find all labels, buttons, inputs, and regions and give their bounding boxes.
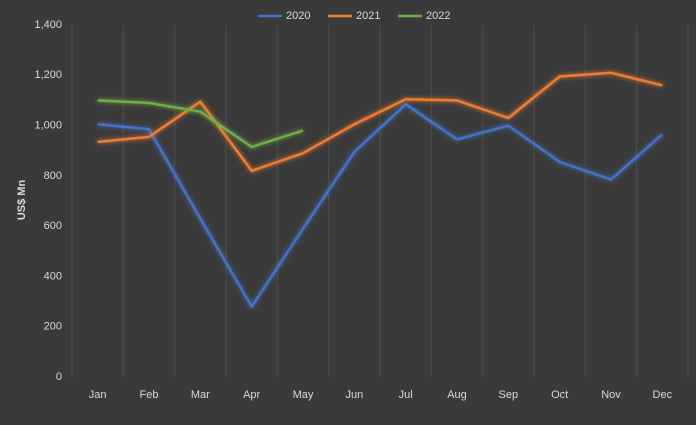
series-line [97, 99, 304, 149]
legend-label: 2021 [356, 10, 380, 22]
series-line [97, 71, 663, 173]
x-tick-label: Dec [653, 389, 673, 401]
x-tick-label: Mar [191, 389, 210, 401]
series-line [97, 102, 664, 308]
y-tick-label: 1,000 [34, 119, 62, 131]
y-tick-label: 1,400 [34, 19, 62, 31]
y-tick-label: 400 [44, 270, 62, 282]
x-tick-label: Nov [601, 389, 621, 401]
x-tick-label: Apr [243, 389, 260, 401]
legend-label: 2020 [286, 10, 310, 22]
y-tick-label: 200 [44, 321, 62, 333]
y-tick-label: 1,200 [34, 69, 62, 81]
x-tick-label: Oct [551, 389, 568, 401]
y-tick-label: 600 [44, 220, 62, 232]
legend-label: 2022 [426, 10, 450, 22]
y-tick-label: 800 [44, 170, 62, 182]
y-tick-label: 0 [56, 371, 62, 383]
x-tick-label: Jan [89, 389, 107, 401]
y-axis-title: US$ Mn [16, 180, 28, 221]
x-tick-label: Jul [399, 389, 413, 401]
x-tick-label: Feb [140, 389, 159, 401]
x-tick-label: May [293, 389, 314, 401]
x-tick-label: Aug [447, 389, 467, 401]
x-tick-label: Sep [499, 389, 519, 401]
x-tick-label: Jun [345, 389, 363, 401]
